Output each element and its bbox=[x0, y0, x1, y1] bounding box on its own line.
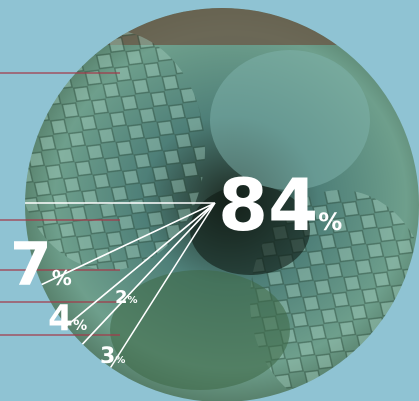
value-unit: % bbox=[128, 295, 138, 306]
labels: 84%7%4%2%3% bbox=[10, 163, 342, 369]
value-label: 7% bbox=[10, 230, 72, 300]
value-number: 4 bbox=[48, 298, 73, 339]
value-number: 2 bbox=[115, 287, 128, 308]
value-label: 84% bbox=[218, 163, 342, 247]
value-number: 84 bbox=[218, 163, 318, 247]
value-unit: % bbox=[318, 208, 342, 236]
value-unit: % bbox=[73, 318, 87, 334]
leader-lines bbox=[0, 72, 120, 336]
value-label: 2% bbox=[115, 287, 138, 308]
value-number: 7 bbox=[10, 230, 52, 300]
value-label: 3% bbox=[100, 344, 125, 369]
value-unit: % bbox=[115, 355, 125, 366]
value-number: 3 bbox=[100, 344, 115, 369]
value-unit: % bbox=[52, 266, 72, 290]
value-label: 4% bbox=[48, 298, 87, 339]
